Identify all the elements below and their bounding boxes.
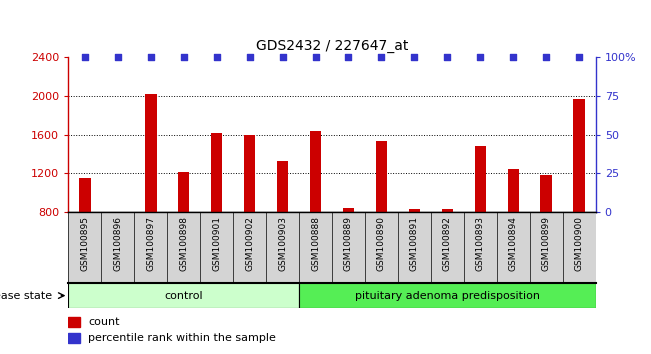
- Point: [409, 54, 420, 59]
- Text: GSM100890: GSM100890: [377, 216, 386, 271]
- Text: GSM100888: GSM100888: [311, 216, 320, 271]
- Text: GSM100896: GSM100896: [113, 216, 122, 271]
- Point: [343, 54, 353, 59]
- Bar: [310, 131, 322, 212]
- Text: GSM100900: GSM100900: [575, 216, 584, 271]
- Bar: [299, 283, 596, 308]
- Text: GSM100898: GSM100898: [179, 216, 188, 271]
- Text: control: control: [165, 291, 203, 301]
- Text: GSM100889: GSM100889: [344, 216, 353, 271]
- Text: count: count: [89, 317, 120, 327]
- Text: disease state: disease state: [0, 291, 52, 301]
- Point: [212, 54, 222, 59]
- Text: GSM100895: GSM100895: [80, 216, 89, 271]
- Text: GSM100903: GSM100903: [278, 216, 287, 271]
- Bar: [112, 212, 124, 213]
- Bar: [441, 209, 453, 212]
- Bar: [68, 317, 80, 327]
- Bar: [574, 98, 585, 212]
- Text: percentile rank within the sample: percentile rank within the sample: [89, 333, 276, 343]
- Point: [113, 54, 123, 59]
- Point: [178, 54, 189, 59]
- Text: GSM100892: GSM100892: [443, 216, 452, 271]
- Text: GSM100902: GSM100902: [245, 216, 254, 271]
- Bar: [376, 141, 387, 212]
- Bar: [475, 146, 486, 212]
- Text: GSM100901: GSM100901: [212, 216, 221, 271]
- Bar: [145, 93, 156, 212]
- Point: [277, 54, 288, 59]
- Bar: [79, 178, 90, 212]
- Point: [574, 54, 585, 59]
- Point: [475, 54, 486, 59]
- Title: GDS2432 / 227647_at: GDS2432 / 227647_at: [256, 39, 408, 53]
- Point: [442, 54, 452, 59]
- Point: [508, 54, 518, 59]
- Bar: [211, 132, 223, 212]
- Text: GSM100893: GSM100893: [476, 216, 485, 271]
- Bar: [277, 161, 288, 212]
- Bar: [540, 175, 552, 212]
- Bar: [508, 169, 519, 212]
- Text: GSM100891: GSM100891: [410, 216, 419, 271]
- Bar: [244, 136, 255, 212]
- Text: GSM100897: GSM100897: [146, 216, 155, 271]
- Point: [244, 54, 255, 59]
- Point: [146, 54, 156, 59]
- Bar: [68, 283, 299, 308]
- Bar: [178, 172, 189, 212]
- Bar: [409, 209, 420, 212]
- Point: [376, 54, 387, 59]
- Point: [311, 54, 321, 59]
- Text: GSM100899: GSM100899: [542, 216, 551, 271]
- Bar: [68, 333, 80, 343]
- Text: GSM100894: GSM100894: [509, 216, 518, 271]
- Point: [79, 54, 90, 59]
- Point: [541, 54, 551, 59]
- Text: pituitary adenoma predisposition: pituitary adenoma predisposition: [355, 291, 540, 301]
- Bar: [342, 208, 354, 212]
